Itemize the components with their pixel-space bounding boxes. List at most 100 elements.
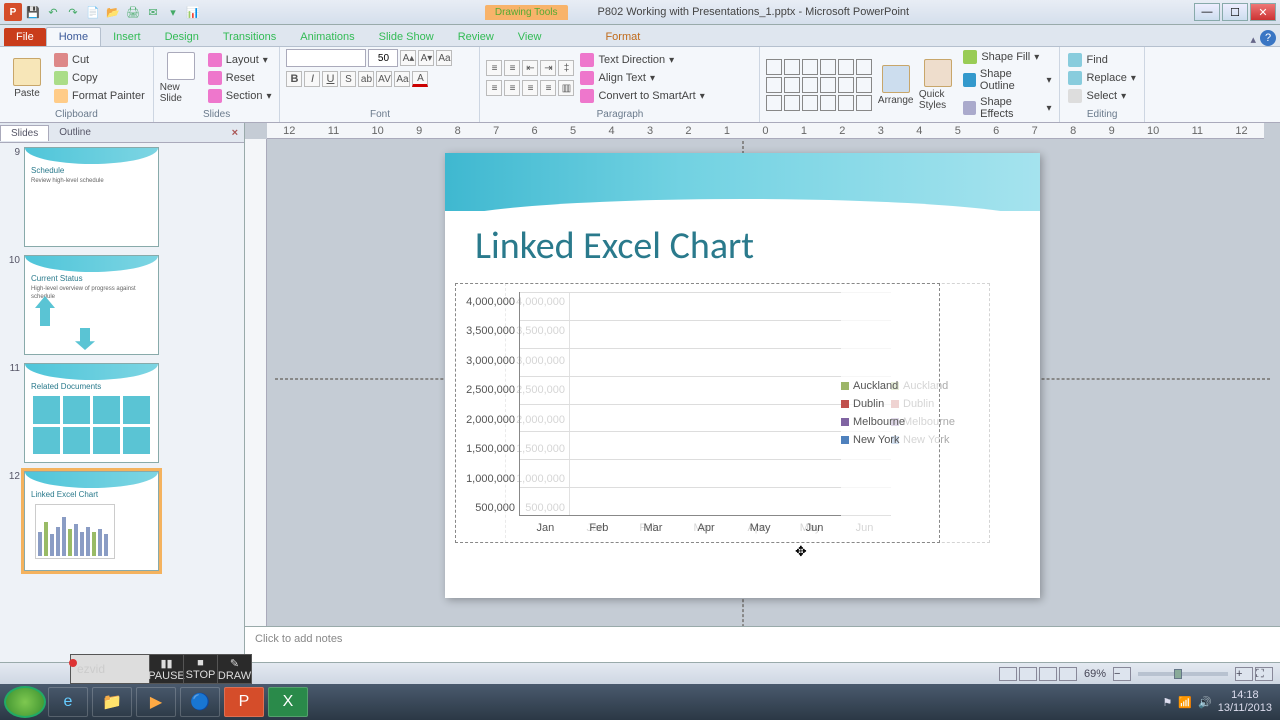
select-button[interactable]: Select ▾ <box>1066 88 1137 104</box>
help-icon[interactable]: ? <box>1260 30 1276 46</box>
thumb-10[interactable]: Current StatusHigh-level overview of pro… <box>24 255 159 355</box>
notes-pane[interactable]: Click to add notes <box>245 626 1280 662</box>
qat-icon[interactable]: 📂 <box>104 3 122 21</box>
zoom-out-icon[interactable]: − <box>1113 667 1131 681</box>
paste-button[interactable]: Paste <box>6 49 48 107</box>
tab-animations[interactable]: Animations <box>288 28 366 46</box>
font-size-select[interactable]: 50 <box>368 49 398 67</box>
thumb-12[interactable]: Linked Excel Chart <box>24 471 159 571</box>
underline-icon[interactable]: U <box>322 71 338 87</box>
tab-format[interactable]: Format <box>593 28 652 46</box>
shape-gallery[interactable] <box>766 59 872 111</box>
tray-volume-icon[interactable]: 🔊 <box>1198 696 1212 709</box>
font-family-select[interactable] <box>286 49 366 67</box>
qat-chart-icon[interactable]: 📊 <box>184 3 202 21</box>
recorder-draw-button[interactable]: ✎DRAW <box>217 655 251 683</box>
align-right-icon[interactable]: ≡ <box>522 80 538 96</box>
align-text-button[interactable]: Align Text ▾ <box>578 70 706 86</box>
taskbar-excel-icon[interactable]: X <box>268 687 308 717</box>
tab-view[interactable]: View <box>506 28 554 46</box>
tab-slideshow[interactable]: Slide Show <box>367 28 446 46</box>
shape-outline-button[interactable]: Shape Outline ▾ <box>961 67 1053 93</box>
grow-font-icon[interactable]: A▴ <box>400 50 416 66</box>
qat-icon[interactable]: 🖨 <box>124 3 142 21</box>
save-icon[interactable]: 💾 <box>24 3 42 21</box>
qat-icon[interactable]: ▾ <box>164 3 182 21</box>
redo-icon[interactable]: ↷ <box>64 3 82 21</box>
reset-button[interactable]: Reset <box>206 70 274 86</box>
line-spacing-icon[interactable]: ‡ <box>558 60 574 76</box>
bold-icon[interactable]: B <box>286 71 302 87</box>
powerpoint-icon[interactable]: P <box>4 3 22 21</box>
maximize-button[interactable]: ☐ <box>1222 3 1248 21</box>
panel-close-icon[interactable]: × <box>226 127 244 139</box>
format-painter-button[interactable]: Format Painter <box>52 88 147 104</box>
tab-insert[interactable]: Insert <box>101 28 153 46</box>
bullets-icon[interactable]: ≡ <box>486 60 502 76</box>
tab-review[interactable]: Review <box>446 28 506 46</box>
columns-icon[interactable]: ▥ <box>558 80 574 96</box>
clear-format-icon[interactable]: Aa <box>436 50 452 66</box>
cut-button[interactable]: Cut <box>52 52 147 68</box>
section-button[interactable]: Section ▾ <box>206 88 274 104</box>
tab-transitions[interactable]: Transitions <box>211 28 288 46</box>
fit-window-icon[interactable]: ⛶ <box>1255 667 1273 681</box>
align-left-icon[interactable]: ≡ <box>486 80 502 96</box>
ribbon-min-icon[interactable]: ▴ <box>1250 33 1256 46</box>
find-button[interactable]: Find <box>1066 52 1137 68</box>
new-slide-button[interactable]: New Slide <box>160 49 202 107</box>
chart-object[interactable]: 4,000,0003,500,0003,000,0002,500,0002,00… <box>455 283 940 543</box>
quick-styles-button[interactable]: Quick Styles <box>919 56 957 114</box>
tab-design[interactable]: Design <box>153 28 211 46</box>
indent-dec-icon[interactable]: ⇤ <box>522 60 538 76</box>
strike-icon[interactable]: S <box>340 71 356 87</box>
slide[interactable]: Linked Excel Chart 4,000,0003,500,0003,0… <box>445 153 1040 598</box>
shape-effects-button[interactable]: Shape Effects ▾ <box>961 95 1053 121</box>
font-color-icon[interactable]: A <box>412 71 428 87</box>
shrink-font-icon[interactable]: A▾ <box>418 50 434 66</box>
taskbar-chrome-icon[interactable]: 🔵 <box>180 687 220 717</box>
tab-file[interactable]: File <box>4 28 46 46</box>
spacing-icon[interactable]: AV <box>376 71 392 87</box>
shape-fill-button[interactable]: Shape Fill ▾ <box>961 49 1053 65</box>
taskbar-explorer-icon[interactable]: 📁 <box>92 687 132 717</box>
slide-title[interactable]: Linked Excel Chart <box>475 223 754 269</box>
view-slideshow-icon[interactable] <box>1059 667 1077 681</box>
zoom-in-icon[interactable]: + <box>1235 667 1253 681</box>
start-button[interactable] <box>4 686 46 718</box>
view-sorter-icon[interactable] <box>1019 667 1037 681</box>
recorder-stop-button[interactable]: ■STOP <box>183 655 217 683</box>
thumb-11[interactable]: Related Documents <box>24 363 159 463</box>
undo-icon[interactable]: ↶ <box>44 3 62 21</box>
recorder-pause-button[interactable]: ▮▮PAUSE <box>149 655 183 683</box>
tray-clock[interactable]: 14:1813/11/2013 <box>1218 689 1272 715</box>
tray-flag-icon[interactable]: ⚑ <box>1162 696 1172 709</box>
panel-tab-slides[interactable]: Slides <box>0 125 49 141</box>
thumb-9[interactable]: ScheduleReview high-level schedule <box>24 147 159 247</box>
view-normal-icon[interactable] <box>999 667 1017 681</box>
smartart-button[interactable]: Convert to SmartArt ▾ <box>578 88 706 104</box>
panel-tab-outline[interactable]: Outline <box>49 125 101 140</box>
taskbar-media-icon[interactable]: ▶ <box>136 687 176 717</box>
case-icon[interactable]: Aa <box>394 71 410 87</box>
qat-icon[interactable]: ✉ <box>144 3 162 21</box>
justify-icon[interactable]: ≡ <box>540 80 556 96</box>
system-tray[interactable]: ⚑ 📶 🔊 14:1813/11/2013 <box>1162 689 1276 715</box>
taskbar-ie-icon[interactable]: e <box>48 687 88 717</box>
qat-icon[interactable]: 📄 <box>84 3 102 21</box>
numbering-icon[interactable]: ≡ <box>504 60 520 76</box>
shadow-icon[interactable]: ab <box>358 71 374 87</box>
canvas-area[interactable]: 1211109876543210123456789101112 Linked E… <box>245 123 1280 662</box>
zoom-slider[interactable] <box>1138 672 1228 676</box>
layout-button[interactable]: Layout ▾ <box>206 52 274 68</box>
view-reading-icon[interactable] <box>1039 667 1057 681</box>
text-direction-button[interactable]: Text Direction ▾ <box>578 52 706 68</box>
tray-network-icon[interactable]: 📶 <box>1178 696 1192 709</box>
indent-inc-icon[interactable]: ⇥ <box>540 60 556 76</box>
align-center-icon[interactable]: ≡ <box>504 80 520 96</box>
thumbnails[interactable]: 9 ScheduleReview high-level schedule 10 … <box>0 143 244 662</box>
replace-button[interactable]: Replace ▾ <box>1066 70 1137 86</box>
arrange-button[interactable]: Arrange <box>876 56 914 114</box>
minimize-button[interactable]: — <box>1194 3 1220 21</box>
italic-icon[interactable]: I <box>304 71 320 87</box>
